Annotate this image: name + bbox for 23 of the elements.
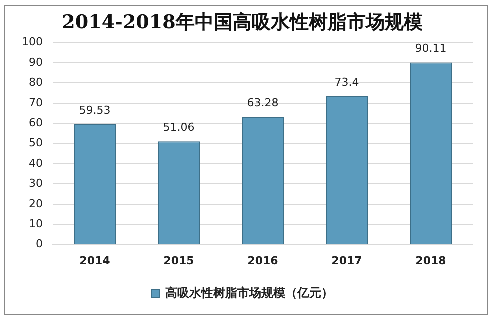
data-label: 73.4 [334, 76, 360, 89]
x-tick-label: 2016 [248, 254, 279, 268]
y-tick-label: 50 [28, 136, 43, 150]
data-label: 51.06 [163, 121, 195, 134]
y-tick-label: 100 [22, 36, 43, 49]
x-tick-label: 2015 [164, 254, 194, 268]
x-tick-label: 2014 [80, 254, 111, 268]
y-tick-label: 20 [28, 197, 43, 210]
y-tick-label: 0 [36, 238, 43, 251]
y-tick-label: 70 [28, 96, 43, 110]
chart-title: 2014-2018年中国高吸水性树脂市场规模 [62, 11, 423, 34]
x-tick-label: 2017 [332, 254, 362, 268]
data-label: 59.53 [79, 104, 111, 117]
legend-label: 高吸水性树脂市场规模（亿元） [166, 286, 334, 300]
y-tick-label: 30 [28, 177, 43, 190]
y-tick-label: 10 [28, 217, 43, 230]
data-label: 90.11 [415, 42, 447, 56]
y-tick-label: 90 [28, 56, 43, 69]
x-tick-label: 2018 [416, 254, 446, 268]
y-tick-label: 40 [28, 156, 43, 170]
y-tick-label: 80 [28, 76, 43, 90]
data-label: 63.28 [247, 96, 279, 110]
y-tick-label: 60 [28, 116, 43, 130]
